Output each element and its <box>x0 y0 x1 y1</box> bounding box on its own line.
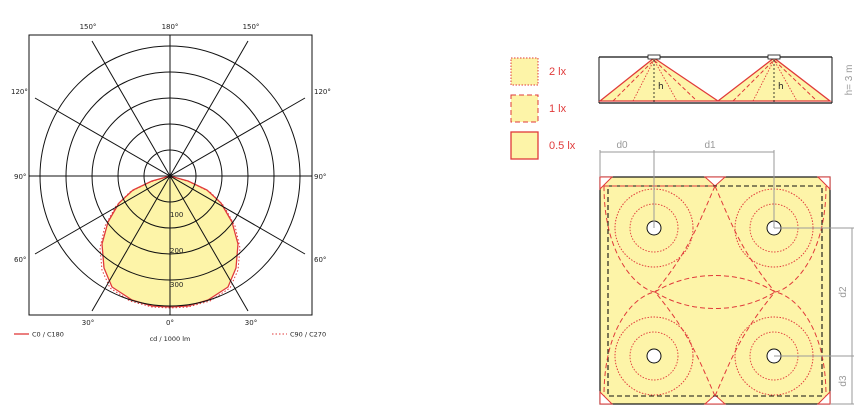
fixture-2 <box>767 54 781 60</box>
angle-label-30-left: 30° <box>82 319 94 327</box>
radial-tick-200: 200 <box>170 247 183 255</box>
legend-c90-label: C90 / C270 <box>290 331 326 339</box>
fixture-1 <box>647 54 661 60</box>
dimension-lines: d0 d1 d2 d3 <box>599 140 854 405</box>
legend-2lx-swatch <box>510 57 539 86</box>
radial-tick-300: 300 <box>170 281 183 289</box>
polar-grid <box>29 35 312 315</box>
legend-c0-label: C0 / C180 <box>32 331 64 339</box>
polar-diagram: 150° 180° 150° 120° 120° 90° 90° 60° 60°… <box>11 23 331 343</box>
legend-05lx-label: 0.5 lx <box>549 140 576 152</box>
dim-d3: d3 <box>838 375 849 387</box>
beam-cones-05lx <box>598 57 832 102</box>
legend-1lx-swatch <box>510 94 539 123</box>
angle-label-90-right: 90° <box>314 173 326 181</box>
unit-label: cd / 1000 lm <box>150 335 191 343</box>
h-marker-2: h <box>778 82 784 92</box>
isolux-1lx <box>603 185 827 397</box>
legend-05lx-swatch <box>510 131 539 160</box>
angle-label-60-right: 60° <box>314 256 326 264</box>
angle-label-120-right: 120° <box>314 88 331 96</box>
angle-label-120-left: 120° <box>11 88 28 96</box>
angle-label-150-right: 150° <box>243 23 260 31</box>
legend-1lx-label: 1 lx <box>549 103 567 115</box>
fixture-position-3 <box>646 348 662 364</box>
angle-label-60-left: 60° <box>14 256 26 264</box>
dim-d0: d0 <box>616 140 628 151</box>
angle-label-150-left: 150° <box>80 23 97 31</box>
top-view <box>599 176 831 405</box>
angle-label-30-right: 30° <box>245 319 257 327</box>
angle-label-0: 0° <box>166 319 174 327</box>
angle-label-180: 180° <box>162 23 179 31</box>
isolux-legend: 2 lx 1 lx 0.5 lx <box>510 57 576 160</box>
radial-tick-100: 100 <box>170 211 183 219</box>
dim-d2: d2 <box>838 286 849 298</box>
isolux-2lx-3 <box>614 316 694 396</box>
legend-2lx-label: 2 lx <box>549 66 567 78</box>
dim-d1: d1 <box>704 140 716 151</box>
height-label: h= 3 m <box>844 65 855 96</box>
side-view: h h h= 3 m <box>598 54 855 104</box>
angle-label-90-left: 90° <box>14 173 26 181</box>
h-marker-1: h <box>658 82 664 92</box>
